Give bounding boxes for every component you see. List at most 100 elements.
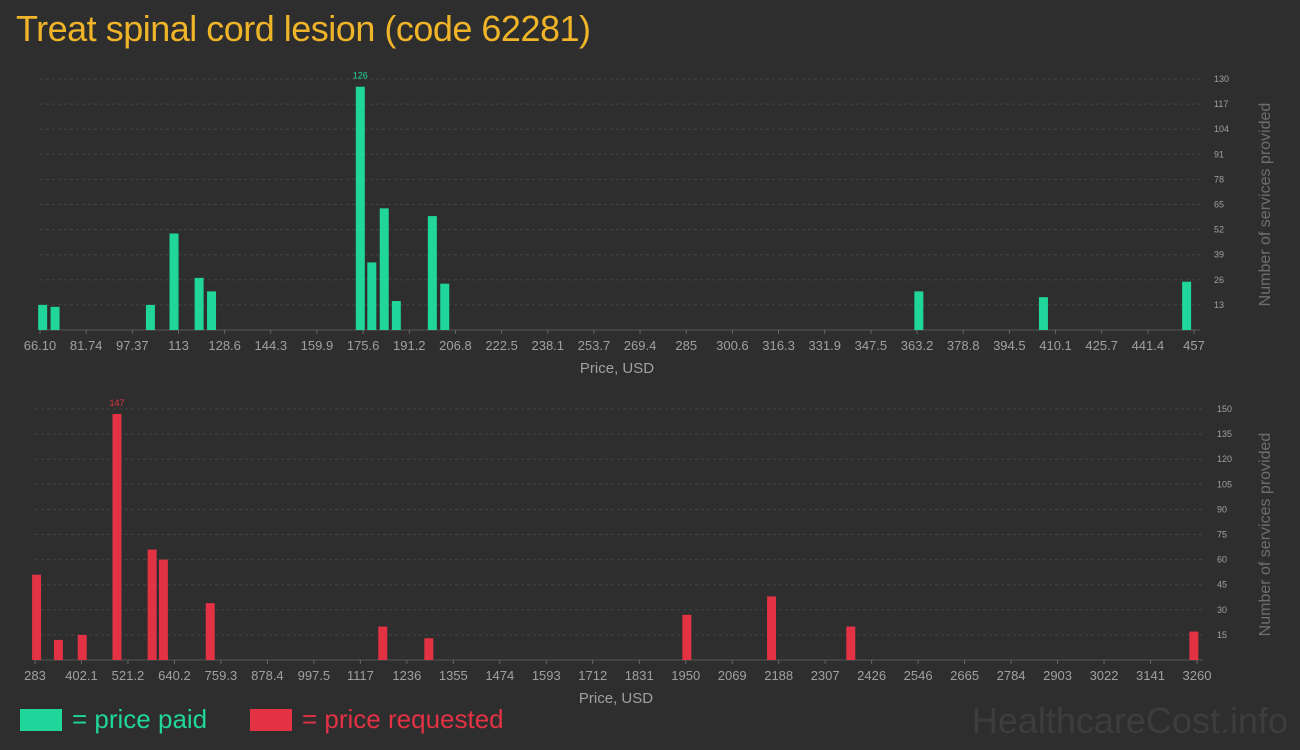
bar: [424, 638, 434, 660]
bar: [77, 634, 87, 660]
x-tick-label: 1831: [625, 668, 654, 683]
x-tick-label: 2307: [811, 668, 840, 683]
y-tick-label: 150: [1217, 404, 1232, 414]
x-tick-label: 66.10: [24, 338, 57, 353]
x-tick-label: 759.3: [205, 668, 238, 683]
x-tick-label: 97.37: [116, 338, 149, 353]
x-tick-label: 441.4: [1132, 338, 1165, 353]
x-tick-label: 2784: [997, 668, 1026, 683]
bar: [440, 283, 450, 330]
x-tick-label: 253.7: [578, 338, 611, 353]
x-tick-label: 1236: [392, 668, 421, 683]
x-tick-label: 285: [675, 338, 697, 353]
y-tick-label: 60: [1217, 555, 1227, 565]
x-tick-label: 521.2: [112, 668, 145, 683]
y-tick-label: 39: [1214, 250, 1224, 260]
x-tick-label: 159.9: [301, 338, 334, 353]
bar: [378, 626, 388, 660]
y-tick-label: 13: [1214, 300, 1224, 310]
x-tick-label: 2665: [950, 668, 979, 683]
y-tick-label: 26: [1214, 275, 1224, 285]
x-axis-label: Price, USD: [579, 690, 653, 707]
x-tick-label: 191.2: [393, 338, 426, 353]
x-tick-label: 640.2: [158, 668, 191, 683]
x-tick-label: 81.74: [70, 338, 103, 353]
page-title: Treat spinal cord lesion (code 62281): [16, 8, 591, 49]
bar: [767, 596, 777, 660]
legend-paid: = price paid: [20, 704, 207, 735]
x-tick-label: 1593: [532, 668, 561, 683]
bar: [50, 306, 60, 330]
bar: [355, 86, 365, 330]
bar: [391, 301, 401, 330]
bar: [367, 262, 377, 330]
y-tick-label: 65: [1214, 200, 1224, 210]
x-tick-label: 394.5: [993, 338, 1026, 353]
y-tick-label: 104: [1214, 124, 1229, 134]
x-tick-label: 1950: [671, 668, 700, 683]
legend-paid-swatch: [20, 708, 62, 731]
bar: [1189, 631, 1199, 660]
y-tick-label: 91: [1214, 149, 1224, 159]
x-tick-label: 3141: [1136, 668, 1165, 683]
x-tick-label: 3022: [1090, 668, 1119, 683]
x-tick-label: 410.1: [1039, 338, 1072, 353]
price-requested-chart: 15 30 45 60 75 90 105 120 135 150 147 283 402.1 521.2…: [24, 398, 1274, 707]
bar: [1038, 297, 1048, 330]
x-tick-label: 2069: [718, 668, 747, 683]
x-tick-label: 175.6: [347, 338, 380, 353]
x-tick-label: 402.1: [65, 668, 98, 683]
legend-requested-label: = price requested: [302, 704, 504, 734]
legend-requested: = price requested: [250, 704, 504, 735]
x-axis-label: Price, USD: [580, 360, 654, 377]
x-tick-label: 283: [24, 668, 46, 683]
x-tick-label: 331.9: [808, 338, 841, 353]
bar: [682, 614, 692, 660]
bar: [194, 277, 204, 330]
x-tick-label: 269.4: [624, 338, 657, 353]
x-tick-label: 363.2: [901, 338, 934, 353]
x-tick-label: 1355: [439, 668, 468, 683]
bar: [846, 626, 856, 660]
x-tick-label: 2546: [904, 668, 933, 683]
y-tick-label: 90: [1217, 504, 1227, 514]
bar: [914, 291, 924, 330]
price-paid-chart: 13 26 39 52 65 78 91 104 117 130 126 66.10 81.74 97.3…: [24, 71, 1274, 377]
x-tick-label: 2903: [1043, 668, 1072, 683]
y-axis-label: Number of services provided: [1257, 103, 1274, 307]
bar: [1182, 281, 1192, 330]
y-tick-label: 30: [1217, 605, 1227, 615]
bar: [38, 304, 48, 330]
x-tick-label: 378.8: [947, 338, 980, 353]
x-tick-label: 347.5: [855, 338, 888, 353]
y-tick-label: 105: [1217, 479, 1232, 489]
y-tick-label: 117: [1214, 99, 1228, 109]
x-tick-label: 3260: [1183, 668, 1212, 683]
legend-requested-swatch: [250, 708, 292, 731]
y-tick-label: 75: [1217, 530, 1227, 540]
y-tick-label: 120: [1217, 454, 1232, 464]
x-tick-label: 238.1: [531, 338, 564, 353]
bar: [147, 549, 157, 660]
bar: [379, 208, 389, 330]
bar: [158, 559, 168, 660]
bar: [53, 639, 63, 660]
x-tick-label: 997.5: [298, 668, 331, 683]
bar: [207, 291, 217, 330]
x-tick-label: 457: [1183, 338, 1205, 353]
x-tick-label: 113: [168, 338, 189, 353]
x-tick-label: 144.3: [255, 338, 288, 353]
legend-paid-label: = price paid: [72, 704, 208, 734]
bar-value-label: 126: [353, 71, 368, 81]
bar: [145, 304, 155, 330]
bar: [32, 574, 42, 660]
x-tick-label: 1712: [578, 668, 607, 683]
x-tick-label: 2426: [857, 668, 886, 683]
x-tick-label: 1117: [347, 668, 374, 683]
x-tick-label: 128.6: [208, 338, 241, 353]
y-tick-label: 45: [1217, 580, 1227, 590]
x-tick-label: 300.6: [716, 338, 749, 353]
x-tick-label: 2188: [764, 668, 793, 683]
x-tick-label: 222.5: [485, 338, 518, 353]
bar-value-label: 147: [109, 398, 124, 408]
